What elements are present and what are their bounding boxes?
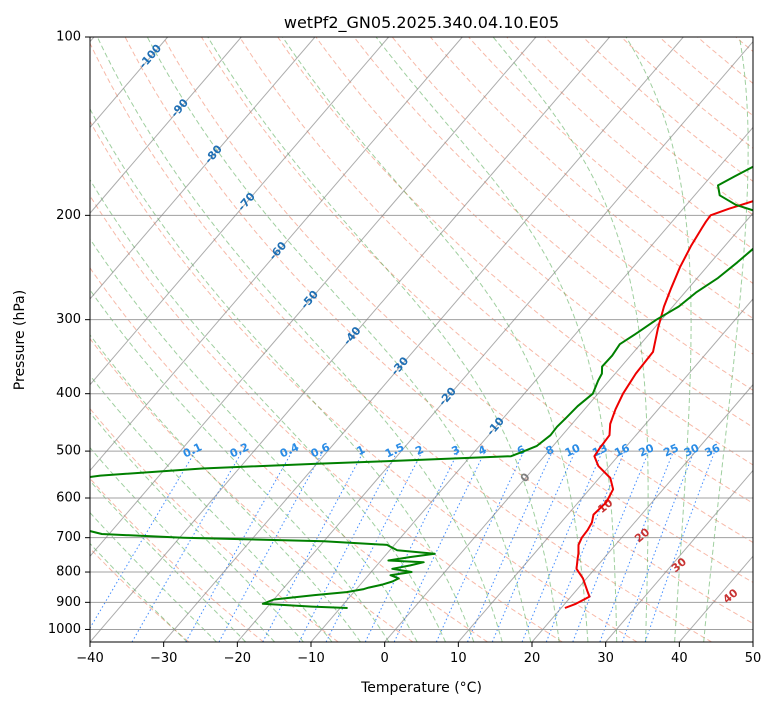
moist-adiabat [90,107,475,642]
isotherm [457,298,753,642]
x-axis-label: Temperature (°C) [360,680,482,696]
dry-adiabat [90,194,563,642]
y-tick-label: 900 [56,595,81,610]
mixing-ratio-line [572,450,650,642]
moist-adiabat [207,37,560,642]
mixing-ratio-line [364,450,459,642]
moist-adiabat [703,37,749,642]
dry-adiabat [124,37,753,624]
y-tick-label: 1000 [48,622,81,637]
isotherm [90,37,537,558]
y-tick-label: 100 [56,30,81,45]
dry-adiabat [90,42,712,642]
x-tick-label: −20 [224,651,251,666]
isotherm [90,37,316,300]
mixing-ratio-label: 30 [682,441,702,459]
y-tick-label: 300 [56,312,81,327]
mixing-ratio-label: 20 [637,441,657,459]
dry-adiabat [430,37,753,320]
background-lines [90,37,753,642]
y-tick-label: 400 [56,386,81,401]
isotherm [90,37,611,642]
temperature-profile [564,200,753,609]
isotherm [90,37,242,214]
moist-adiabat [146,37,532,642]
moist-adiabat [90,238,418,642]
isotherm [90,37,463,472]
y-tick-label: 200 [56,208,81,223]
moist-adiabat [90,178,446,642]
dry-adiabat [239,37,753,504]
dry-adiabat [354,37,753,391]
x-tick-label: −10 [297,651,324,666]
y-axis-label: Pressure (hPa) [12,290,28,390]
x-tick-label: 10 [450,651,467,666]
dry-adiabat [90,120,638,642]
mixing-ratio-line [185,450,293,642]
y-tick-label: 500 [56,444,81,459]
moist-adiabat [625,37,692,642]
dry-adiabat [468,37,753,285]
dewpoint-profile [90,165,753,609]
mixing-ratio-line [467,450,553,642]
mixing-ratio-line [644,450,716,642]
x-tick-label: 20 [524,651,541,666]
x-tick-label: 30 [597,651,614,666]
isotherm [310,126,753,642]
x-tick-label: −40 [76,651,103,666]
x-tick-label: −30 [150,651,177,666]
y-tick-label: 800 [56,565,81,580]
x-tick-label: 0 [381,651,389,666]
mixing-ratio-line [262,450,365,642]
y-tick-label: 700 [56,530,81,545]
isotherm [531,383,753,642]
isotherm [163,37,684,642]
mixing-ratio-label: 16 [612,441,632,459]
mixing-ratio-line [599,450,675,642]
x-tick-label: 50 [745,651,762,666]
moist-adiabat [90,480,246,642]
mixing-ratio-line [218,450,324,642]
plot-frame [89,36,754,643]
moist-adiabat [90,334,361,642]
isotherm [605,469,753,642]
dry-adiabat [201,37,753,544]
moist-adiabat [492,37,649,642]
mixing-ratio-line [521,450,604,642]
isotherm [384,212,753,642]
isotherm [90,37,390,386]
mixing-ratio-line [621,450,695,642]
mixing-ratio-label: 10 [563,441,583,459]
profiles [90,165,753,609]
moist-adiabat [90,289,390,642]
x-tick-label: 40 [671,651,688,666]
dry-adiabat [583,37,753,182]
dry-adiabat [544,37,753,216]
dry-adiabat [621,37,753,149]
y-tick-label: 600 [56,491,81,506]
mixing-ratio-line [325,450,423,642]
mixing-ratio-label: 36 [703,441,723,459]
mixing-ratio-label: 25 [661,441,680,459]
chart-title: wetPf2_GN05.2025.340.04.10.E05 [284,13,559,33]
axis-ticks: −40 −30 −20 −10 0 10 20 30 40 50 100 200 300 400 500 60… [48,30,761,667]
moist-adiabat [96,37,503,642]
